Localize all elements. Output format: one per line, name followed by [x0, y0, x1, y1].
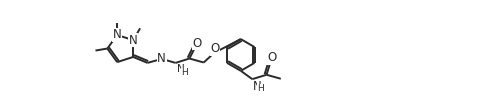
Text: H: H: [257, 84, 264, 93]
Text: O: O: [192, 37, 201, 50]
Text: O: O: [210, 42, 219, 55]
Text: N: N: [252, 80, 261, 93]
Text: N: N: [176, 64, 184, 74]
Text: N: N: [128, 34, 137, 47]
Text: N: N: [113, 28, 122, 42]
Text: H: H: [181, 68, 187, 77]
Text: N: N: [157, 52, 166, 65]
Text: O: O: [266, 51, 276, 64]
